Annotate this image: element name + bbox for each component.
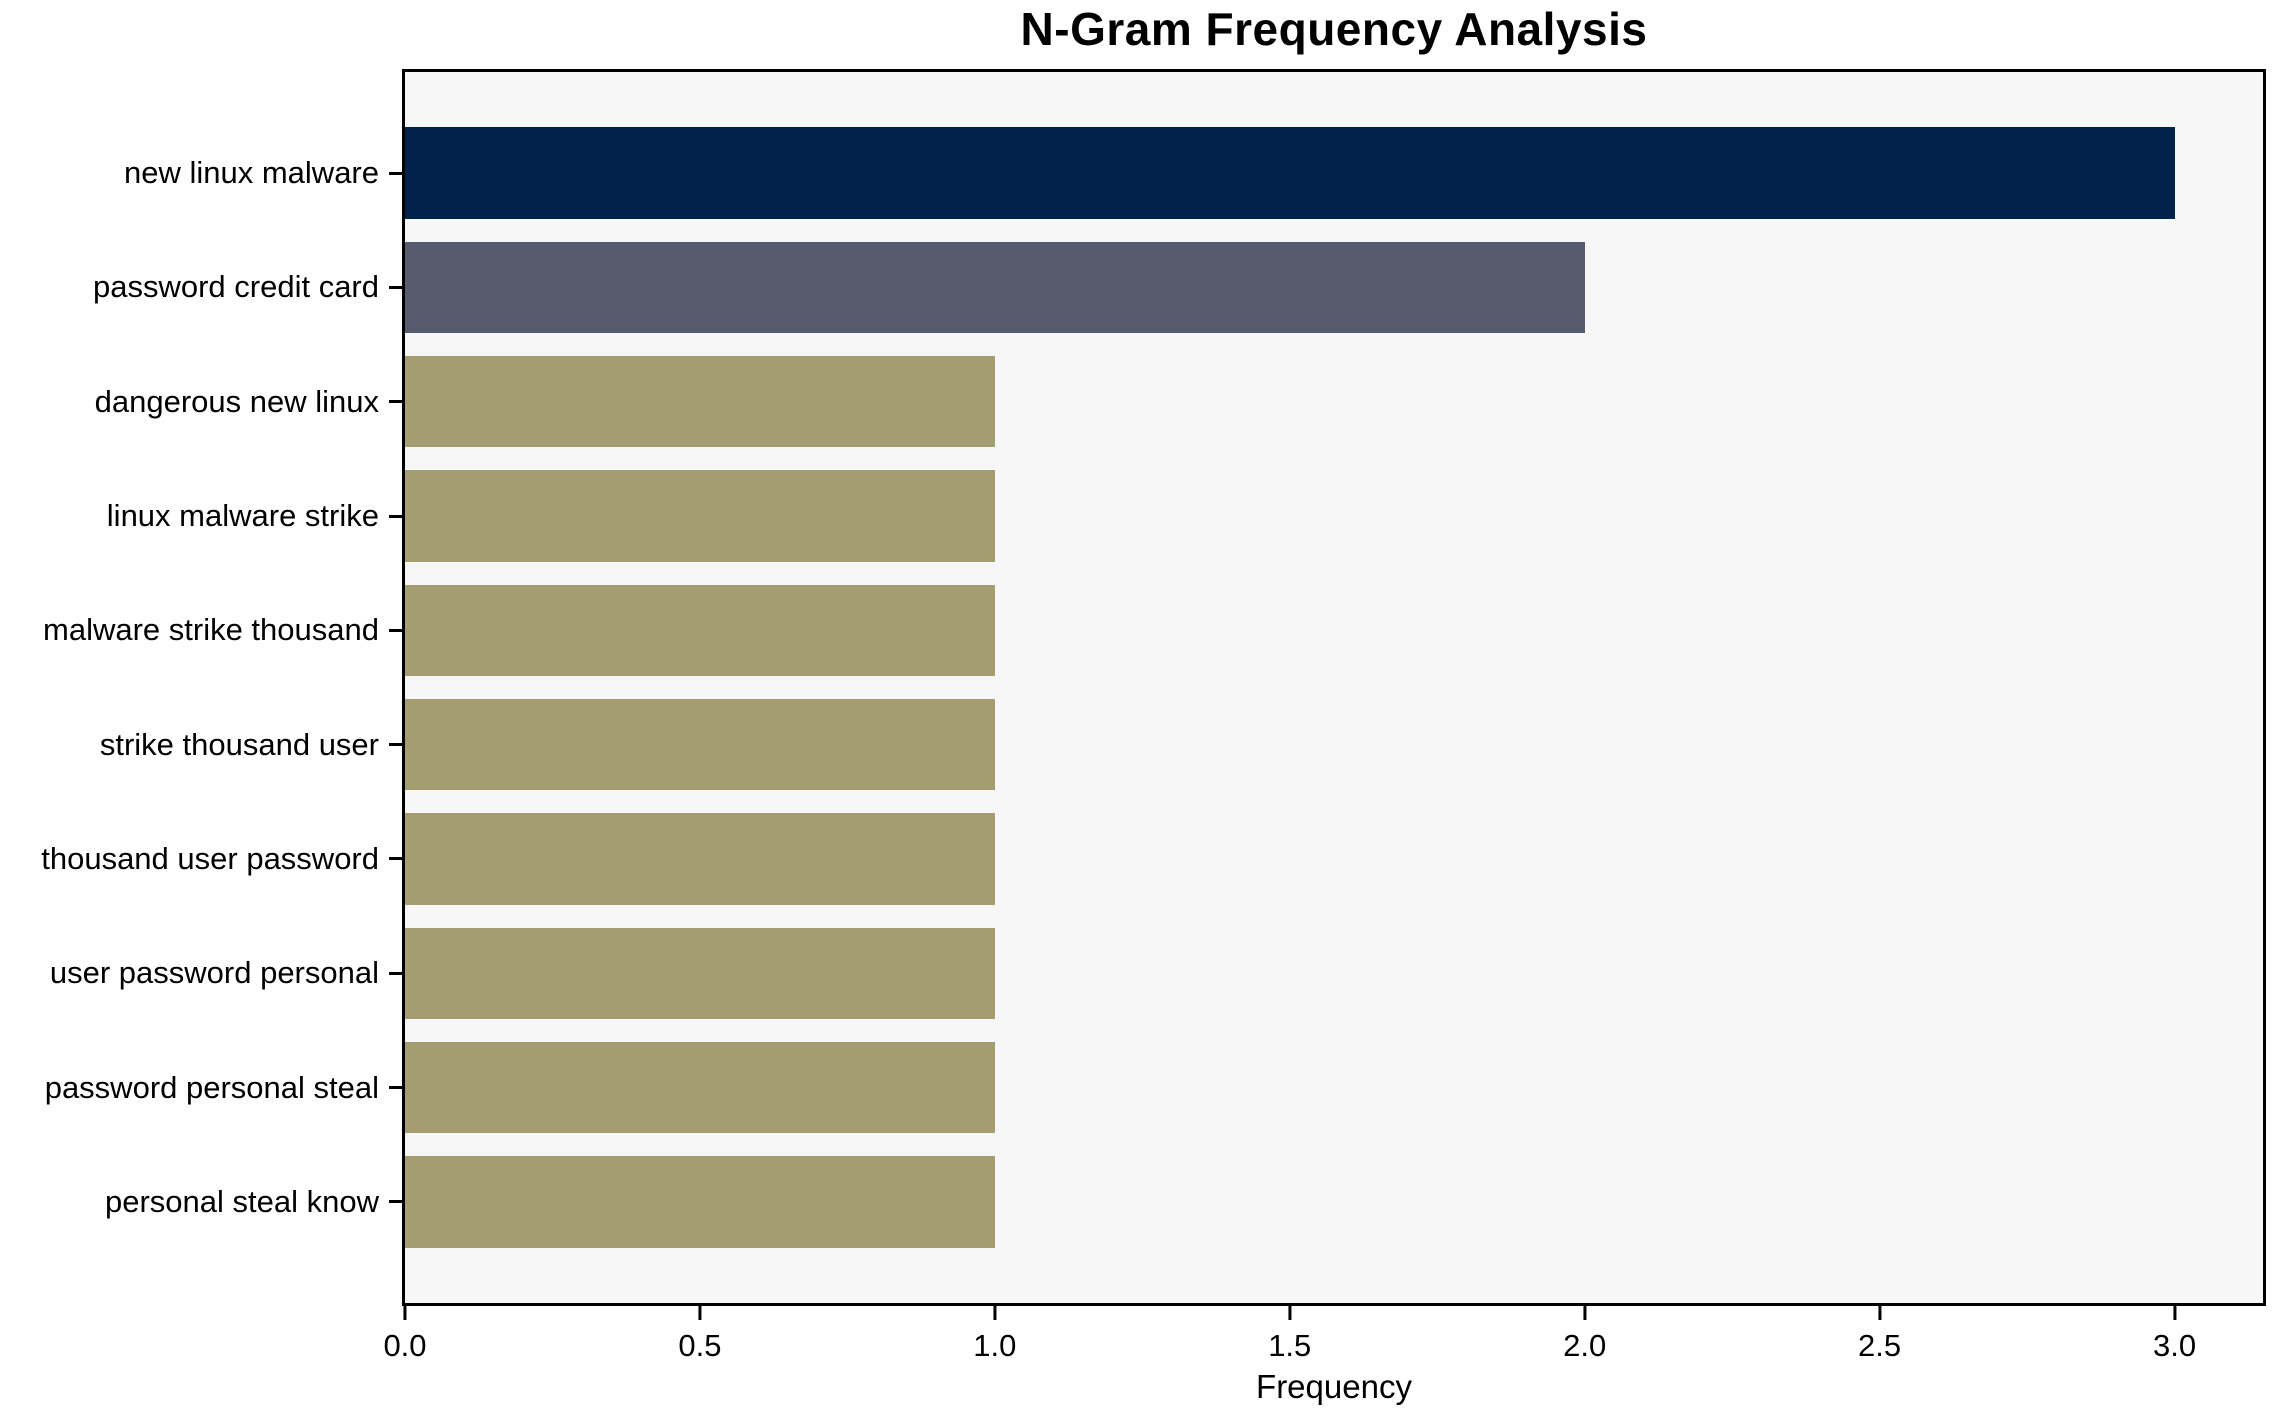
y-tick-label: strike thousand user — [99, 726, 379, 762]
x-tick-mark — [993, 1306, 997, 1320]
y-tick-mark — [389, 857, 402, 861]
x-tick-label: 3.0 — [2152, 1328, 2197, 1363]
y-tick: user password personal — [0, 916, 402, 1030]
x-tick: 0.0 — [383, 1306, 427, 1364]
x-tick: 2.5 — [1858, 1306, 1901, 1364]
y-tick-mark — [389, 743, 402, 747]
y-tick: malware strike thousand — [0, 573, 402, 687]
bar — [405, 927, 995, 1019]
bars-container — [405, 72, 2263, 1303]
y-tick: linux malware strike — [0, 459, 402, 573]
y-tick-label: password credit card — [92, 269, 379, 305]
y-axis: new linux malware password credit card dan… — [0, 72, 402, 1303]
bar — [405, 813, 995, 905]
x-tick-label: 0.5 — [678, 1328, 722, 1363]
bar — [405, 356, 995, 448]
x-tick-label: 2.5 — [1858, 1328, 1902, 1363]
y-tick: thousand user password — [0, 802, 402, 916]
bar-row — [405, 802, 2263, 916]
y-tick-label: personal steal know — [105, 1183, 379, 1219]
y-tick-mark — [389, 1086, 402, 1090]
x-tick-mark — [1288, 1306, 1292, 1320]
y-tick-label: new linux malware — [124, 155, 379, 191]
x-tick: 1.0 — [973, 1306, 1016, 1364]
x-axis: 0.0 0.5 1.0 1.5 2.0 2.5 3.0 — [383, 1306, 2263, 1396]
y-tick: strike thousand user — [0, 687, 402, 801]
y-tick-label: user password personal — [49, 955, 379, 991]
bar-row — [405, 345, 2263, 459]
bar — [405, 470, 995, 562]
x-tick-mark — [1583, 1306, 1587, 1320]
y-tick-mark — [389, 285, 402, 289]
bar-row — [405, 1145, 2263, 1259]
x-tick: 2.0 — [1563, 1306, 1606, 1364]
y-tick-label: malware strike thousand — [43, 612, 379, 648]
bar — [405, 1156, 995, 1248]
y-tick-mark — [389, 171, 402, 175]
bar-row — [405, 459, 2263, 573]
y-tick-label: linux malware strike — [106, 498, 379, 534]
x-tick-mark — [1878, 1306, 1882, 1320]
y-tick-mark — [389, 1200, 402, 1204]
bar — [405, 127, 2175, 219]
bar — [405, 698, 995, 791]
bar — [405, 241, 1585, 334]
x-tick-mark — [698, 1306, 702, 1320]
bar-row — [405, 230, 2263, 344]
y-tick-mark — [389, 971, 402, 975]
y-tick: dangerous new linux — [0, 345, 402, 459]
bar-row — [405, 116, 2263, 230]
x-tick: 3.0 — [2153, 1306, 2196, 1364]
x-tick: 0.5 — [678, 1306, 721, 1364]
y-tick-mark — [389, 400, 402, 404]
plot-area — [402, 69, 2266, 1306]
y-tick-mark — [389, 514, 402, 518]
bar-row — [405, 916, 2263, 1030]
x-tick-mark — [403, 1306, 407, 1320]
x-tick-label: 2.0 — [1563, 1328, 1607, 1363]
x-tick-label: 0.0 — [383, 1328, 427, 1363]
x-tick-label: 1.0 — [973, 1328, 1017, 1363]
y-tick: personal steal know — [0, 1145, 402, 1259]
bar — [405, 584, 995, 677]
bar-row — [405, 687, 2263, 801]
x-tick-mark — [2173, 1306, 2177, 1320]
y-tick-mark — [389, 628, 402, 632]
y-tick-label: dangerous new linux — [94, 383, 379, 419]
bar — [405, 1041, 995, 1134]
y-tick-label: password personal steal — [44, 1069, 379, 1105]
y-tick: password credit card — [0, 230, 402, 344]
y-tick: password personal steal — [0, 1030, 402, 1144]
x-tick-label: 1.5 — [1268, 1328, 1312, 1363]
y-tick-label: thousand user password — [41, 840, 379, 876]
bar-row — [405, 1030, 2263, 1144]
bar-row — [405, 573, 2263, 687]
x-tick: 1.5 — [1268, 1306, 1311, 1364]
x-axis-label: Frequency — [1256, 1368, 1412, 1405]
y-tick: new linux malware — [0, 116, 402, 230]
chart-title: N-Gram Frequency Analysis — [1020, 3, 1648, 55]
